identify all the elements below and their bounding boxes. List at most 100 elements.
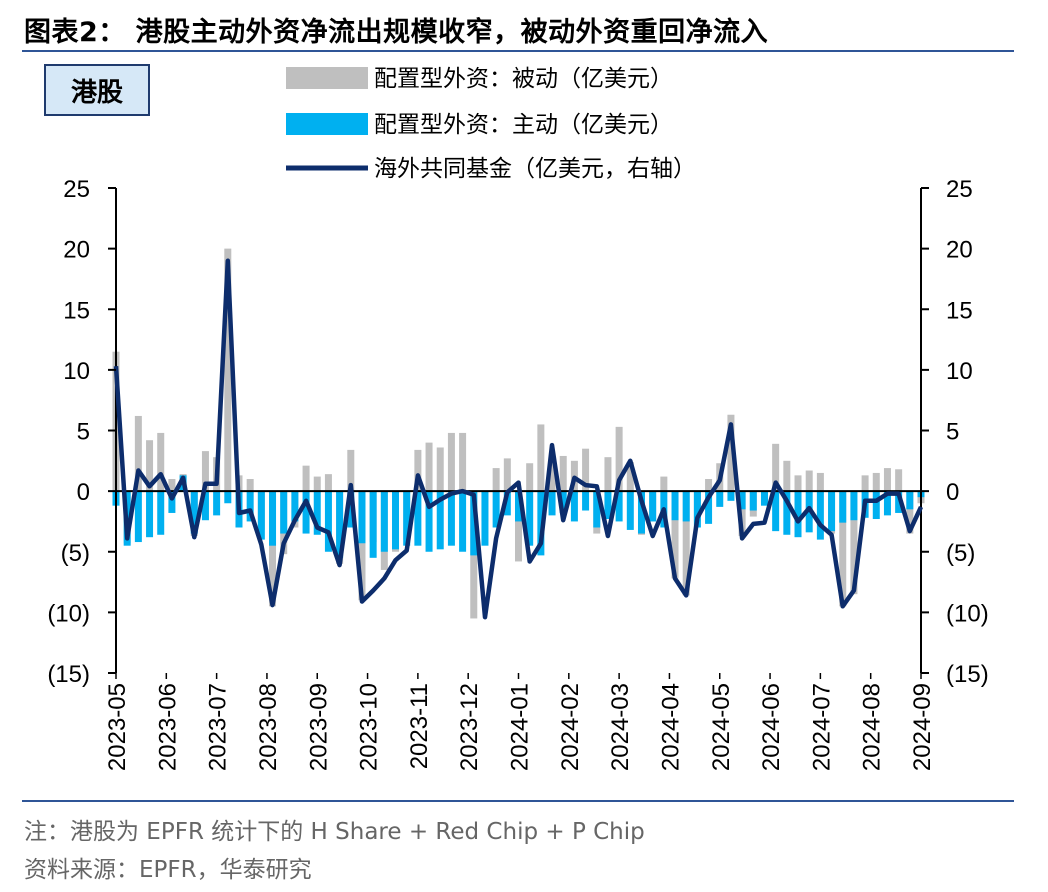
x-tick-label: 2024-09 bbox=[909, 683, 936, 771]
legend-label-1: 配置型外资：被动（亿美元） bbox=[374, 66, 673, 92]
bar-passive bbox=[783, 460, 791, 492]
bar-passive bbox=[157, 432, 165, 492]
bar-active bbox=[324, 491, 332, 552]
bar-active bbox=[403, 491, 411, 546]
bar-passive bbox=[582, 448, 590, 492]
bar-passive bbox=[772, 443, 780, 492]
bar-active bbox=[727, 491, 735, 501]
bar-active bbox=[380, 491, 388, 552]
bar-passive bbox=[794, 475, 802, 492]
bar-active bbox=[358, 491, 366, 544]
bar-active bbox=[492, 491, 500, 528]
right-tick-label: (5) bbox=[946, 540, 975, 567]
bar-passive bbox=[503, 458, 511, 492]
left-tick-label: (15) bbox=[47, 661, 90, 688]
bar-active bbox=[738, 491, 746, 510]
left-tick-label: 0 bbox=[77, 479, 90, 506]
bar-passive bbox=[459, 432, 467, 492]
bar-passive bbox=[626, 462, 634, 492]
bar-active bbox=[883, 491, 891, 516]
bar-active bbox=[872, 491, 880, 520]
bar-active bbox=[481, 491, 489, 546]
bar-active bbox=[693, 491, 701, 528]
x-tick-label: 2024-03 bbox=[607, 683, 634, 771]
bar-active bbox=[224, 491, 232, 504]
bar-active bbox=[168, 491, 176, 513]
x-tick-label: 2023-06 bbox=[154, 683, 181, 771]
bar-passive bbox=[526, 463, 534, 492]
bar-active bbox=[749, 491, 757, 511]
bar-passive bbox=[436, 447, 444, 492]
source-note: 资料来源：EPFR，华泰研究 bbox=[24, 857, 312, 883]
bar-active bbox=[447, 491, 455, 546]
bar-active bbox=[615, 491, 623, 522]
bar-passive bbox=[492, 468, 500, 492]
bar-active bbox=[671, 491, 679, 521]
bar-active bbox=[604, 491, 612, 520]
x-tick-label: 2023-10 bbox=[356, 683, 383, 771]
bar-passive bbox=[850, 491, 858, 595]
bar-active bbox=[839, 491, 847, 523]
x-tick-label: 2024-07 bbox=[808, 683, 835, 771]
x-tick-label: 2023-12 bbox=[456, 683, 483, 771]
bar-active bbox=[582, 491, 590, 511]
legend-label-3: 海外共同基金（亿美元，右轴） bbox=[374, 156, 696, 182]
legend-swatch-2 bbox=[286, 113, 368, 135]
bar-passive bbox=[201, 451, 209, 492]
bar-passive bbox=[246, 479, 254, 492]
bar-active bbox=[794, 491, 802, 538]
bar-active bbox=[626, 491, 634, 530]
left-tick-label: (10) bbox=[47, 600, 90, 627]
bar-active bbox=[682, 491, 690, 522]
figure-title: 图表2： 港股主动外资净流出规模收窄，被动外资重回净流入 bbox=[24, 17, 769, 48]
bar-active bbox=[828, 491, 836, 532]
bar-active bbox=[414, 491, 422, 546]
left-tick-label: 15 bbox=[63, 297, 90, 324]
bar-passive bbox=[559, 455, 567, 492]
bar-active bbox=[146, 491, 154, 538]
bar-passive bbox=[515, 491, 522, 562]
bar-active bbox=[637, 491, 645, 534]
bar-passive bbox=[660, 476, 668, 492]
footer-rule bbox=[22, 800, 1014, 802]
legend-swatch-1 bbox=[286, 67, 368, 89]
bar-active bbox=[503, 491, 511, 516]
bar-active bbox=[157, 491, 165, 535]
left-tick-label: 20 bbox=[63, 237, 90, 264]
left-tick-label: 10 bbox=[63, 358, 90, 385]
chart-ticks: 25 25 20 20 15 15 10 10 5 5 0 0 (5) (5) (10) (10) (15) (1… bbox=[47, 176, 988, 771]
bar-active bbox=[850, 491, 858, 521]
bar-active bbox=[895, 491, 903, 513]
bar-passive bbox=[347, 449, 355, 492]
right-tick-label: (15) bbox=[946, 661, 989, 688]
bar-active bbox=[705, 491, 713, 524]
bar-passive bbox=[146, 440, 154, 492]
x-tick-label: 2024-04 bbox=[657, 683, 684, 771]
bar-passive bbox=[705, 479, 713, 492]
bar-passive bbox=[906, 491, 914, 534]
x-tick-label: 2023-08 bbox=[255, 683, 282, 771]
bar-passive bbox=[548, 455, 556, 492]
bar-passive bbox=[604, 457, 612, 492]
bar-passive bbox=[537, 424, 545, 492]
x-tick-label: 2023-11 bbox=[406, 683, 433, 769]
chart: 配置型外资：被动（亿美元） 配置型外资：主动（亿美元） 海外共同基金（亿美元，右轴）… bbox=[47, 66, 988, 771]
bar-active bbox=[548, 491, 556, 516]
left-tick-label: 25 bbox=[63, 176, 90, 203]
right-tick-label: 25 bbox=[946, 176, 973, 203]
market-badge: 港股 bbox=[44, 64, 150, 116]
x-tick-label: 2024-08 bbox=[859, 683, 886, 771]
bar-active bbox=[816, 491, 824, 540]
bar-active bbox=[425, 491, 433, 552]
bar-active bbox=[716, 491, 724, 507]
title-rule bbox=[22, 50, 1014, 52]
bar-active bbox=[526, 491, 534, 546]
bar-passive bbox=[425, 442, 433, 492]
right-tick-label: 0 bbox=[946, 479, 959, 506]
legend-label-2: 配置型外资：主动（亿美元） bbox=[374, 112, 673, 138]
bar-active bbox=[134, 491, 142, 543]
bar-active bbox=[291, 491, 299, 522]
chart-line bbox=[113, 258, 924, 620]
bar-passive bbox=[224, 248, 232, 492]
bar-active bbox=[336, 491, 344, 558]
